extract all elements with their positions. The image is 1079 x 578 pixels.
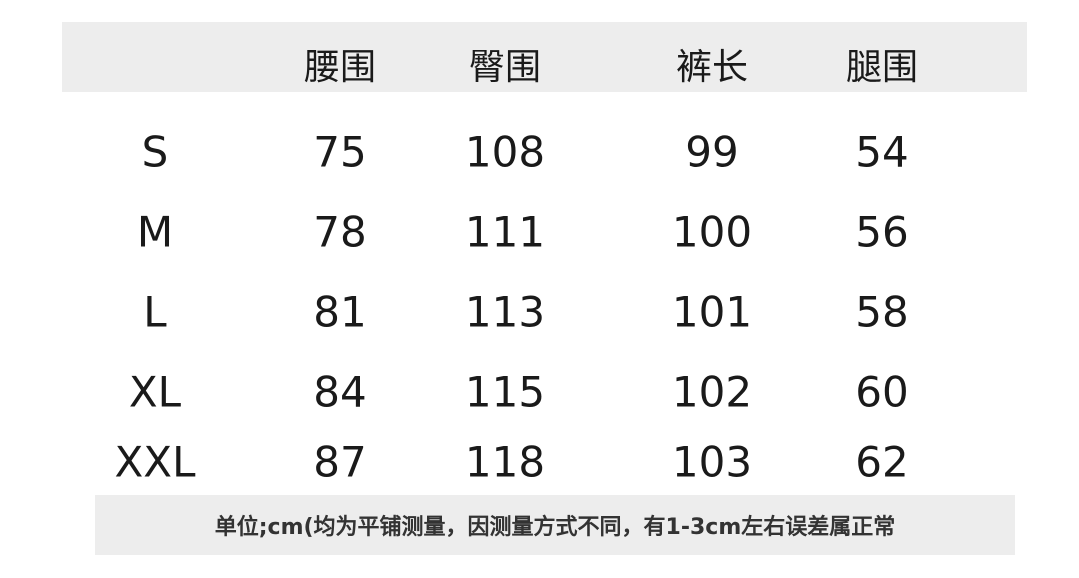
table-cell: 118 [464,437,546,487]
table-cell: 101 [671,287,753,337]
table-cell: 111 [464,207,546,257]
table-header-band [62,22,1027,92]
table-cell: 99 [685,127,739,177]
table-cell: 81 [313,287,367,337]
size-label: S [141,127,169,177]
column-header: 臀围 [468,47,542,88]
table-cell: 108 [464,127,546,177]
column-header: 腿围 [845,47,919,88]
table-cell: 115 [464,367,546,417]
table-cell: 56 [855,207,909,257]
table-cell: 60 [855,367,909,417]
table-cell: 75 [313,127,367,177]
table-cell: 78 [313,207,367,257]
table-cell: 54 [855,127,909,177]
column-header: 腰围 [303,47,377,88]
table-cell: 100 [671,207,753,257]
size-label: M [136,207,174,257]
table-cell: 113 [464,287,546,337]
footnote: 单位;cm(均为平铺测量，因测量方式不同，有1-3cm左右误差属正常 [95,495,1015,555]
table-cell: 84 [313,367,367,417]
table-cell: 58 [855,287,909,337]
table-cell: 87 [313,437,367,487]
table-cell: 103 [671,437,753,487]
table-cell: 102 [671,367,753,417]
column-header: 裤长 [675,47,749,88]
size-label: XXL [114,437,196,487]
size-label: XL [128,367,182,417]
table-cell: 62 [855,437,909,487]
size-label: L [143,287,167,337]
